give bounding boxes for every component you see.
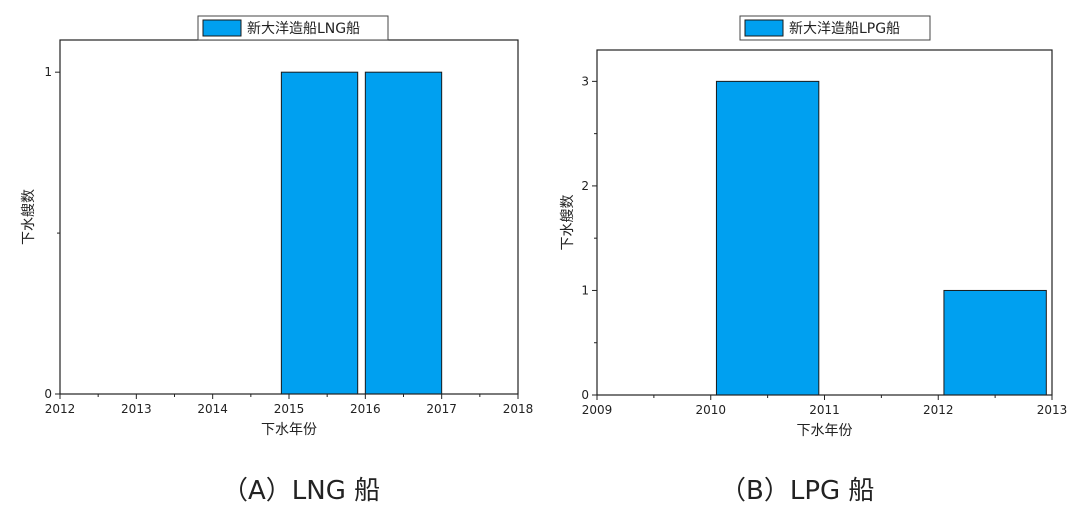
lpg-y-tick-label-0: 0 — [581, 388, 589, 402]
lpg-legend-swatch — [744, 19, 784, 37]
lng-x-axis-label: 下水年份 — [261, 422, 317, 438]
lng-x-tick-label-0: 2012 — [45, 402, 76, 416]
lpg-x-tick-label-4: 2013 — [1037, 403, 1068, 417]
lng-y-tick-label-1: 1 — [44, 65, 52, 79]
lpg-x-tick-label-1: 2010 — [695, 403, 726, 417]
lpg-legend-label: 新大洋造船LPG船 — [789, 21, 900, 37]
lng-x-tick-label-3: 2015 — [274, 402, 305, 416]
lpg-x-axis-label: 下水年份 — [797, 423, 853, 439]
lng-y-tick-label-0: 0 — [44, 387, 52, 401]
lng-bar-1 — [364, 71, 443, 395]
lpg-y-tick-label-3: 3 — [581, 74, 589, 88]
lng-legend-label: 新大洋造船LNG船 — [247, 21, 360, 37]
lng-x-tick-label-6: 2018 — [503, 402, 534, 416]
lng-legend: 新大洋造船LNG船 — [197, 15, 389, 41]
lng-x-tick-label-2: 2014 — [197, 402, 228, 416]
lpg-chart: 2009 2010 2011 2012 2013 0 1 2 3 下水年份 下水艘数 新大洋造船LPG… — [560, 15, 1068, 439]
lpg-y-axis-label: 下水艘数 — [560, 195, 576, 251]
lng-chart-caption: （A）LNG 船 — [222, 476, 381, 506]
lng-y-axis-label: 下水艘数 — [21, 189, 37, 245]
lng-bar-0 — [280, 71, 359, 395]
lng-x-tick-label-1: 2013 — [121, 402, 152, 416]
lpg-y-tick-label-1: 1 — [581, 283, 589, 297]
lpg-x-tick-label-3: 2012 — [923, 403, 954, 417]
lpg-x-tick-label-0: 2009 — [582, 403, 613, 417]
lng-chart: 2012 2013 2014 2015 2016 2017 2018 0 1 下水年份 下水艘数 新大… — [21, 15, 534, 438]
lpg-chart-caption: （B）LPG 船 — [720, 476, 875, 506]
lpg-x-tick-label-2: 2011 — [809, 403, 840, 417]
lng-legend-swatch — [202, 19, 242, 37]
lpg-legend: 新大洋造船LPG船 — [739, 15, 931, 41]
lpg-y-tick-label-2: 2 — [581, 179, 589, 193]
lng-x-tick-label-5: 2017 — [426, 402, 457, 416]
lng-x-tick-label-4: 2016 — [350, 402, 381, 416]
lpg-bar-1 — [943, 289, 1047, 396]
lpg-bar-0 — [715, 80, 820, 396]
